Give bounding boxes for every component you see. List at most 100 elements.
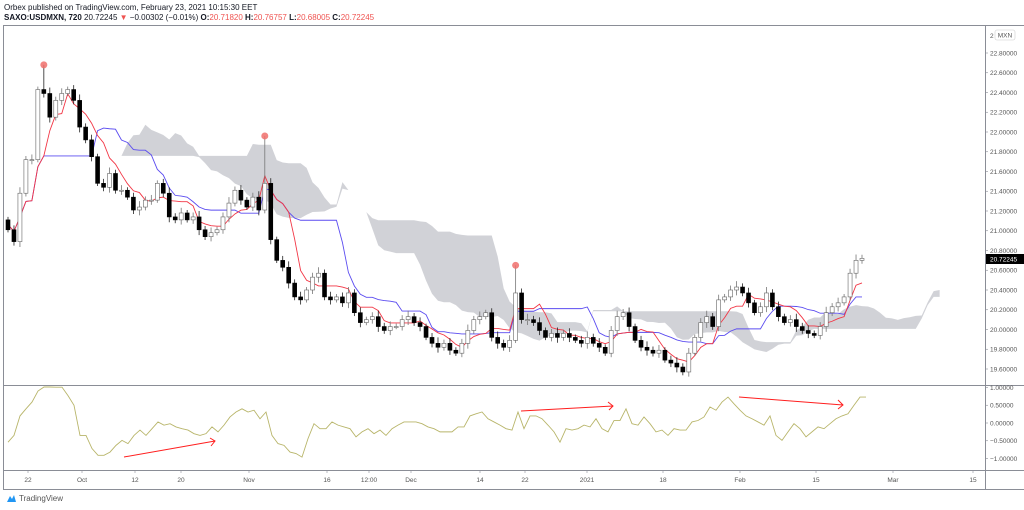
candle — [692, 334, 698, 356]
candle-body — [53, 100, 59, 118]
candle-body — [41, 89, 47, 94]
candle-body — [835, 302, 841, 308]
open-value: 20.71820 — [209, 13, 243, 22]
price-label: 21.00000 — [990, 228, 1017, 235]
candle-body — [823, 312, 829, 327]
candle — [429, 332, 435, 348]
candle-body — [358, 312, 363, 323]
candle — [644, 341, 650, 356]
candle-body — [561, 333, 566, 338]
symbol-name[interactable]: SAXO:USDMXN, 720 — [4, 13, 82, 22]
candle — [507, 335, 512, 352]
candle — [274, 236, 280, 264]
candle-body — [29, 159, 35, 161]
candle-body — [101, 183, 106, 188]
candle-body — [752, 302, 757, 314]
arrow-annotation[interactable] — [738, 396, 844, 410]
candle — [262, 135, 268, 214]
candle — [441, 339, 447, 351]
arrow-annotation[interactable] — [123, 437, 216, 458]
candlesticks — [5, 64, 865, 377]
candle-body — [381, 326, 387, 331]
candle-body — [692, 337, 698, 354]
candle-body — [65, 89, 71, 94]
candle — [250, 192, 256, 212]
price-label: 21.60000 — [990, 169, 1017, 176]
candle — [83, 123, 88, 144]
candle — [626, 307, 632, 332]
candle-body — [614, 316, 620, 331]
oscillator-axis[interactable]: 1.00000 0.50000 0.00000 −0.50000 −1.00000 — [985, 385, 1018, 463]
candle-body — [71, 89, 76, 101]
candle — [214, 226, 220, 236]
price-label: 21.40000 — [990, 189, 1017, 196]
candle — [256, 191, 262, 216]
candle — [817, 322, 823, 340]
last-price-tag-text: 20.72245 — [990, 257, 1017, 264]
candle — [746, 287, 751, 308]
candle-body — [638, 340, 644, 348]
oscillator-label: 0.50000 — [990, 403, 1014, 410]
price-label: 22.60000 — [990, 70, 1017, 77]
candle-body — [543, 330, 548, 338]
candle-body — [471, 319, 477, 331]
candle — [334, 293, 339, 303]
candle-body — [5, 219, 11, 231]
candle — [226, 197, 232, 223]
candle-body — [776, 306, 781, 317]
time-axis[interactable]: 22 Oct 12 20 Nov 16 12:00 Dec 14 22 2021 18 Feb 15 Mar… — [24, 470, 977, 484]
candle — [220, 212, 226, 234]
price-label: 22.00000 — [990, 129, 1017, 136]
candle-body — [298, 296, 303, 301]
price-axis[interactable]: 22.80000 22.60000 22.40000 22.20000 22.00000… — [985, 50, 1017, 373]
candle — [399, 315, 405, 331]
candle-body — [190, 216, 196, 221]
candle — [501, 339, 506, 351]
candle — [650, 346, 656, 357]
candle-body — [11, 229, 17, 242]
candle-body — [137, 206, 142, 211]
arrow-annotation[interactable] — [520, 401, 614, 412]
candle-body — [811, 333, 817, 336]
candle — [704, 310, 710, 328]
candle-body — [764, 292, 769, 308]
candle-body — [847, 272, 853, 298]
candle-body — [214, 229, 220, 234]
candle — [680, 363, 686, 376]
price-label: 22.80000 — [990, 50, 1017, 57]
trend-arrows — [123, 396, 844, 458]
time-label: 14 — [476, 477, 484, 484]
candle-body — [119, 189, 124, 192]
candle — [286, 261, 291, 289]
last-price-tag: 20.72245 — [986, 254, 1024, 264]
candle-body — [364, 319, 369, 323]
oscillator-label: 0.00000 — [990, 420, 1014, 427]
candle-body — [47, 93, 53, 118]
candle-body — [602, 346, 608, 354]
candle — [465, 324, 471, 349]
candle-body — [292, 282, 297, 298]
candle — [764, 287, 769, 313]
candle-body — [340, 296, 345, 304]
candle — [788, 315, 793, 327]
candle — [662, 347, 668, 363]
candle-body — [250, 196, 256, 208]
footer-brand[interactable]: TradingView — [6, 494, 63, 503]
candle — [829, 303, 835, 317]
candle — [435, 337, 441, 353]
candle — [531, 315, 536, 326]
candle — [172, 213, 178, 224]
oscillator-label: −0.50000 — [990, 438, 1018, 445]
candle-body — [268, 183, 274, 240]
candle — [113, 169, 118, 194]
candle — [686, 348, 692, 377]
price-label: 20.20000 — [990, 307, 1017, 314]
candle — [561, 329, 566, 341]
candle-body — [352, 292, 357, 314]
candle — [489, 308, 495, 342]
candle-body — [590, 337, 596, 344]
candle — [41, 64, 47, 98]
candle — [375, 310, 381, 332]
candle — [495, 331, 501, 349]
